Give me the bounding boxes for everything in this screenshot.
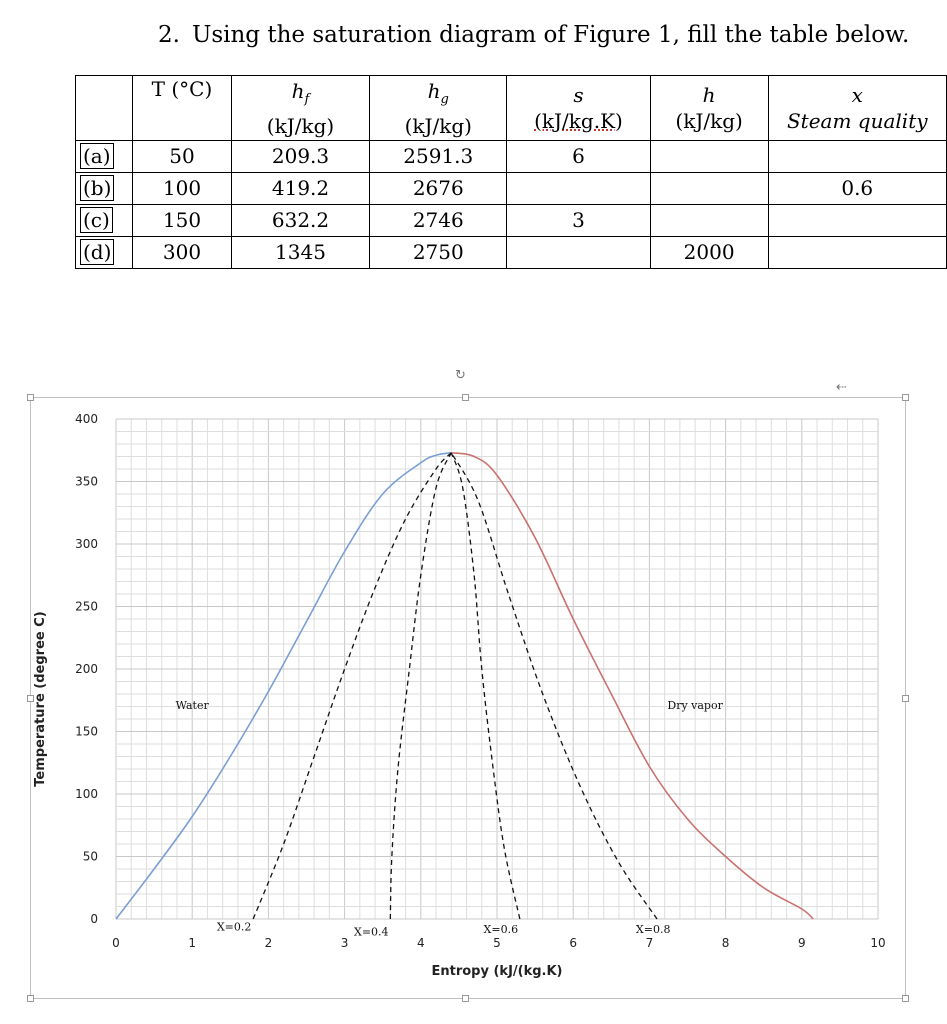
- cell-x[interactable]: [767, 204, 947, 237]
- cell-T: 150: [132, 204, 232, 237]
- row-label: (d): [75, 236, 134, 269]
- question-number: 2.: [158, 22, 180, 48]
- resize-handle[interactable]: [27, 394, 34, 401]
- series-line-0: [115, 451, 452, 920]
- x-tick-label: 1: [188, 936, 196, 950]
- cell-s: 3: [506, 204, 651, 237]
- resize-handle[interactable]: [27, 695, 34, 702]
- resize-handle[interactable]: [27, 995, 34, 1002]
- x-tick-label: 5: [493, 936, 501, 950]
- x-tick-label: 10: [870, 936, 885, 950]
- y-tick-label: 400: [75, 412, 98, 426]
- chart-grid: [115, 418, 879, 920]
- header-hf: hf (kJ/kg): [230, 75, 371, 141]
- resize-handle[interactable]: [902, 995, 909, 1002]
- resize-handle[interactable]: [902, 695, 909, 702]
- y-axis-title: Temperature (degree C): [33, 611, 48, 786]
- x-tick-label: 7: [646, 936, 654, 950]
- cell-T: 100: [132, 172, 232, 205]
- header-entropy: s (kJ/kg.K): [506, 75, 651, 141]
- chart-annotation: X=0.6: [484, 923, 519, 936]
- y-tick-label: 50: [83, 850, 98, 864]
- header-temperature: T (°C): [132, 75, 232, 141]
- cell-h[interactable]: [649, 204, 769, 237]
- cell-s: 6: [506, 140, 651, 173]
- y-tick-label: 350: [75, 475, 98, 489]
- cell-s[interactable]: [506, 172, 651, 205]
- x-tick-label: 9: [798, 936, 806, 950]
- cell-T: 50: [132, 140, 232, 173]
- layout-options-icon[interactable]: ⇠: [836, 380, 847, 395]
- resize-handle[interactable]: [902, 394, 909, 401]
- table-row: (d) 300 1345 2750 2000: [75, 236, 947, 269]
- x-tick-label: 4: [417, 936, 425, 950]
- cell-hf: 1345: [230, 236, 371, 269]
- resize-handle[interactable]: [462, 394, 469, 401]
- table-row: (a) 50 209.3 2591.3 6: [75, 140, 947, 173]
- cell-hg: 2676: [369, 172, 508, 205]
- header-hg: hg (kJ/kg): [369, 75, 508, 141]
- series-line-4: [450, 452, 521, 920]
- x-tick-label: 8: [722, 936, 730, 950]
- series-line-1: [451, 451, 814, 920]
- y-tick-label: 250: [75, 600, 98, 614]
- cell-x[interactable]: [767, 236, 947, 269]
- table-row: (c) 150 632.2 2746 3: [75, 204, 947, 237]
- cell-hg: 2750: [369, 236, 508, 269]
- chart-annotation: X=0.2: [217, 920, 252, 933]
- cell-hg: 2591.3: [369, 140, 508, 173]
- row-label: (b): [75, 172, 134, 205]
- chart-annotation: Dry vapor: [667, 699, 723, 712]
- y-tick-label: 100: [75, 787, 98, 801]
- chart-annotation: X=0.8: [636, 923, 671, 936]
- table-header-row: T (°C) hf (kJ/kg) hg (kJ/kg) s (kJ/kg.K) h(…: [75, 75, 947, 141]
- y-tick-label: 0: [90, 912, 98, 926]
- x-tick-label: 6: [569, 936, 577, 950]
- chart-annotation: Water: [176, 699, 210, 712]
- x-tick-label: 2: [265, 936, 273, 950]
- row-label: (c): [75, 204, 134, 237]
- question-prompt: Using the saturation diagram of Figure 1…: [191, 22, 910, 48]
- header-quality: x Steam quality: [767, 75, 947, 141]
- cell-x[interactable]: [767, 140, 947, 173]
- series-line-5: [450, 452, 658, 920]
- saturation-table: T (°C) hf (kJ/kg) hg (kJ/kg) s (kJ/kg.K) h(…: [75, 75, 947, 269]
- x-tick-label: 3: [341, 936, 349, 950]
- x-tick-label: 0: [112, 936, 120, 950]
- chart-annotation: X=0.4: [354, 925, 389, 938]
- cell-h: 2000: [649, 236, 769, 269]
- table-container: T (°C) hf (kJ/kg) hg (kJ/kg) s (kJ/kg.K) h(…: [75, 75, 947, 275]
- y-tick-label: 300: [75, 537, 98, 551]
- figure-frame: [27, 394, 909, 1002]
- resize-handle[interactable]: [462, 995, 469, 1002]
- series-line-3: [389, 452, 452, 920]
- cell-T: 300: [132, 236, 232, 269]
- x-axis-title: Entropy (kJ/(kg.K): [431, 964, 562, 979]
- y-tick-label: 150: [75, 725, 98, 739]
- question-text: 2. Using the saturation diagram of Figure…: [158, 22, 909, 48]
- cell-hg: 2746: [369, 204, 508, 237]
- cell-hf: 419.2: [230, 172, 371, 205]
- series-line-2: [252, 452, 452, 920]
- cell-hf: 632.2: [230, 204, 371, 237]
- cell-s[interactable]: [506, 236, 651, 269]
- y-tick-label: 200: [75, 662, 98, 676]
- rotate-handle-icon[interactable]: ↻: [455, 368, 466, 383]
- header-enthalpy: h (kJ/kg): [649, 75, 769, 141]
